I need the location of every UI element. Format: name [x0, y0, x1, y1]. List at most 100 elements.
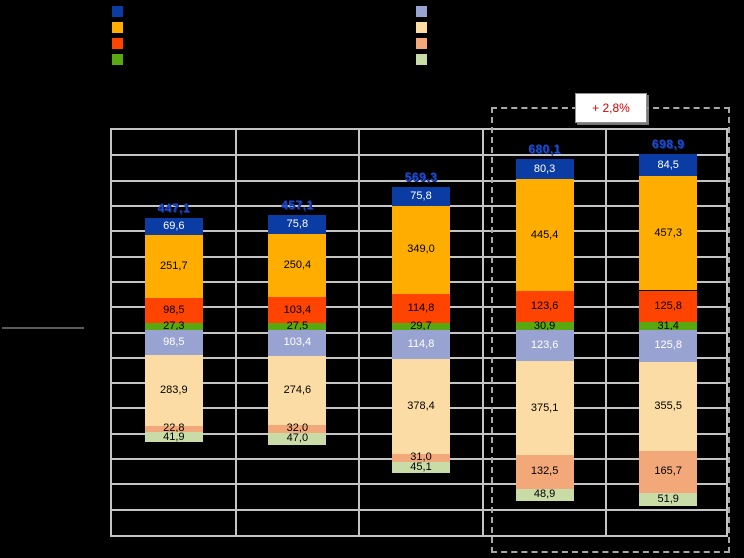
bar-5-segment-periwinkle: 125,8	[639, 330, 698, 362]
segment-value-label: 75,8	[410, 190, 432, 202]
segment-value-label: 80,3	[533, 162, 556, 175]
bar-3-segment-periwinkle: 114,8	[392, 330, 450, 359]
segment-value-label: 98,5	[163, 304, 185, 317]
bar-5-segment-amber: 457,3	[639, 175, 698, 291]
gridline-horizontal	[112, 483, 726, 486]
segment-value-label: 251,7	[160, 260, 188, 273]
segment-value-label: 84,5	[657, 158, 679, 171]
segment-value-label: 250,4	[283, 259, 312, 272]
bar-4-total-label: 680,1	[528, 142, 561, 157]
segment-value-label: 375,1	[530, 401, 559, 414]
segment-value-label: 165,7	[654, 465, 682, 478]
bar-3-segment-salmon: 31,0	[392, 451, 450, 464]
bar-3-segment-green: 29,7	[392, 319, 450, 332]
bar-3-total-label: 569,3	[404, 169, 438, 184]
growth-annotation-box: + 2,8%	[575, 93, 647, 123]
segment-value-label: 32,0	[286, 422, 309, 435]
gridline-vertical	[234, 130, 237, 535]
bar-5-segment-light-green: 51,9	[639, 492, 698, 506]
segment-value-label: 283,9	[160, 383, 188, 396]
bar-4-segment-green: 30,9	[515, 319, 574, 332]
growth-annotation-label: + 2,8%	[592, 101, 630, 115]
bar-5-segment-green: 31,4	[639, 319, 698, 332]
segment-value-label: 51,9	[657, 492, 679, 505]
segment-value-label: 355,5	[654, 399, 682, 412]
bar-4-segment-periwinkle: 123,6	[515, 330, 574, 362]
bar-4-segment-light-green: 48,9	[515, 488, 574, 501]
bar-1-segment-light-green: 41,9	[144, 430, 203, 443]
bar-4-segment-peach: 375,1	[515, 361, 574, 456]
legend-swatch-salmon	[416, 38, 427, 49]
segment-value-label: 132,5	[530, 465, 559, 478]
segment-value-label: 22,8	[163, 422, 185, 435]
segment-value-label: 31,4	[657, 319, 679, 332]
bar-1-segment-peach: 283,9	[144, 354, 203, 427]
gridline-vertical	[605, 130, 608, 535]
gridline-horizontal	[112, 179, 726, 182]
axis-baseline-marker	[2, 327, 84, 329]
bar-2-segment-orange-red: 103,4	[268, 297, 327, 324]
segment-value-label: 274,6	[283, 383, 312, 396]
legend-swatch-dark-blue	[112, 6, 123, 17]
bar-4-segment-amber: 445,4	[515, 179, 574, 292]
bar-3-segment-amber: 349,0	[392, 206, 450, 294]
legend-swatch-peach	[416, 22, 427, 33]
segment-value-label: 27,5	[286, 320, 309, 333]
bar-5-segment-orange-red: 125,8	[639, 290, 698, 323]
bar-5-segment-salmon: 165,7	[639, 450, 698, 493]
bar-4-segment-dark-blue: 80,3	[515, 159, 574, 180]
legend-swatch-green	[112, 54, 123, 65]
segment-value-label: 98,5	[163, 335, 185, 348]
gridline-horizontal	[112, 508, 726, 511]
segment-value-label: 47,0	[286, 432, 309, 445]
bar-1-segment-amber: 251,7	[144, 235, 203, 299]
bar-3-segment-orange-red: 114,8	[392, 293, 450, 323]
bar-2-segment-light-green: 47,0	[268, 432, 327, 445]
segment-value-label: 41,9	[163, 430, 185, 443]
segment-value-label: 48,9	[533, 488, 556, 501]
comparison-highlight-region	[491, 107, 730, 553]
legend-group-1	[112, 6, 123, 70]
legend-swatch-light-green	[416, 54, 427, 65]
bar-3-segment-dark-blue: 75,8	[392, 186, 450, 207]
segment-value-label: 31,0	[410, 451, 432, 464]
bar-2-segment-salmon: 32,0	[268, 422, 327, 435]
segment-value-label: 69,6	[163, 219, 185, 232]
bar-2-total-label: 457,1	[281, 198, 314, 213]
segment-value-label: 123,6	[530, 339, 559, 352]
segment-value-label: 30,9	[533, 319, 556, 332]
bar-5-total-label: 698,9	[651, 137, 685, 152]
segment-value-label: 27,3	[163, 320, 185, 333]
plot-area: 447,1 69,6 251,7 98,5 27,3 98,5 283,9 22,8 41,9 4…	[110, 128, 728, 537]
bar-4-segment-salmon: 132,5	[515, 455, 574, 489]
gridline-vertical	[481, 130, 484, 535]
bar-1-segment-periwinkle: 98,5	[144, 330, 203, 355]
bar-1-segment-green: 27,3	[144, 320, 203, 333]
legend-swatch-amber	[112, 22, 123, 33]
bar-1-total-label: 447,1	[157, 200, 191, 215]
segment-value-label: 45,1	[410, 460, 432, 473]
segment-value-label: 125,8	[654, 339, 682, 352]
segment-value-label: 103,4	[283, 336, 312, 349]
bar-3-segment-peach: 378,4	[392, 358, 450, 454]
segment-value-label: 349,0	[407, 243, 435, 256]
bar-1-segment-dark-blue: 69,6	[144, 217, 203, 236]
bar-5-segment-peach: 355,5	[639, 361, 698, 451]
segment-value-label: 445,4	[530, 228, 559, 241]
bar-2-segment-periwinkle: 103,4	[268, 330, 327, 356]
segment-value-label: 125,8	[654, 299, 682, 312]
segment-value-label: 29,7	[410, 319, 432, 332]
bar-2-segment-peach: 274,6	[268, 355, 327, 425]
segment-value-label: 103,4	[283, 303, 312, 316]
bar-1-segment-orange-red: 98,5	[144, 298, 203, 324]
segment-value-label: 457,3	[654, 226, 682, 239]
bar-2-segment-dark-blue: 75,8	[268, 215, 327, 235]
bar-1-segment-salmon: 22,8	[144, 422, 203, 435]
segment-value-label: 75,8	[286, 218, 309, 231]
gridline-vertical	[358, 130, 361, 535]
segment-value-label: 123,6	[530, 300, 559, 313]
bar-5-segment-dark-blue: 84,5	[639, 154, 698, 176]
legend-group-2	[416, 6, 427, 70]
legend-swatch-orange-red	[112, 38, 123, 49]
